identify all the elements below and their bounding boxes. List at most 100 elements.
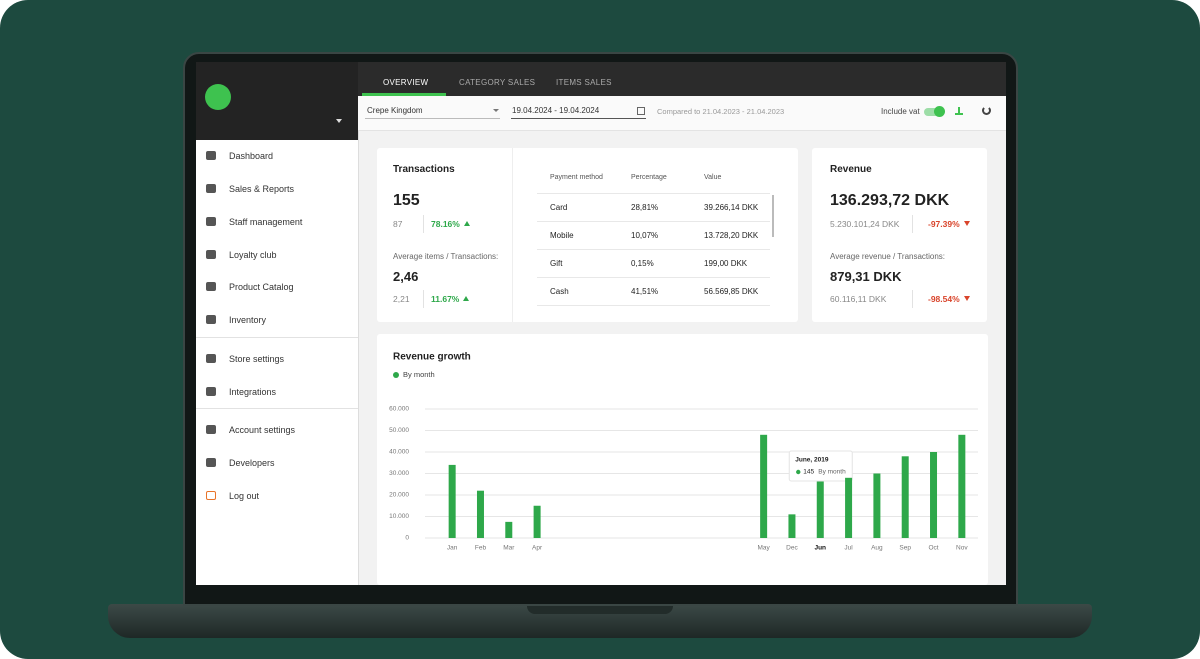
x-tick-label: Jun — [814, 545, 826, 552]
table-cell: 10,07% — [631, 231, 659, 240]
table-row-line — [537, 305, 770, 306]
table-cell: Mobile — [550, 231, 574, 240]
chart-card — [377, 334, 988, 585]
x-tick-label: Mar — [503, 545, 515, 552]
vat-label: Include vat — [881, 107, 920, 116]
vat-knob — [934, 106, 945, 117]
select-arrow — [493, 109, 499, 112]
x-tick-label: Sep — [899, 545, 911, 552]
stat-value: 155 — [393, 192, 420, 209]
card-title: Revenue — [830, 164, 872, 175]
table-row-line — [537, 277, 770, 278]
stat-divider — [423, 290, 424, 308]
download-icon[interactable] — [955, 106, 963, 115]
bar — [505, 521, 513, 538]
menu-item[interactable]: Loyalty club — [229, 250, 277, 260]
menu-icon — [206, 184, 216, 193]
bar — [845, 477, 853, 538]
stat-change: -97.39% — [928, 219, 960, 229]
menu-icon — [206, 387, 216, 396]
stat-label: Average items / Transactions: — [393, 252, 499, 261]
menu-divider — [196, 337, 358, 338]
card-divider — [512, 148, 513, 322]
stat-previous: 5.230.101,24 DKK — [830, 219, 900, 229]
date-range[interactable]: 19.04.2024 - 19.04.2024 — [512, 106, 600, 115]
y-tick-label: 0 — [405, 535, 409, 542]
bar — [788, 514, 796, 538]
bar — [930, 452, 938, 538]
tab[interactable]: CATEGORY SALES — [459, 78, 536, 87]
legend-label: By month — [403, 370, 435, 379]
table-row-line — [537, 249, 770, 250]
x-tick-label: Aug — [871, 545, 883, 552]
legend-dot — [393, 372, 399, 378]
bar — [816, 477, 824, 538]
menu-icon — [206, 458, 216, 467]
menu-item[interactable]: Inventory — [229, 315, 267, 325]
compared-label: Compared to 21.04.2023 - 21.04.2023 — [657, 107, 785, 116]
avatar[interactable] — [205, 84, 231, 110]
stat-value: 879,31 DKK — [830, 269, 902, 284]
menu-item[interactable]: Staff management — [229, 217, 303, 227]
card-title: Transactions — [393, 164, 455, 175]
x-tick-label: May — [757, 545, 770, 552]
table-cell: Gift — [550, 259, 563, 268]
select-line — [365, 118, 500, 119]
y-tick-label: 30.000 — [389, 470, 409, 477]
chart-title: Revenue growth — [393, 352, 471, 363]
menu-item[interactable]: Integrations — [229, 387, 277, 397]
change-arrow — [463, 296, 469, 301]
menu-divider — [196, 408, 358, 409]
menu-icon — [206, 282, 216, 291]
menu-item[interactable]: Developers — [229, 458, 275, 468]
menu-icon — [206, 315, 216, 324]
stat-change: -98.54% — [928, 294, 960, 304]
table-header: Value — [704, 174, 722, 181]
chart: Revenue growth By month 0 10.000 20.000 30.00… — [389, 352, 978, 552]
store-select[interactable]: Crepe Kingdom — [367, 106, 423, 115]
table-cell: 28,81% — [631, 203, 659, 212]
bar — [760, 434, 768, 538]
date-line — [511, 118, 646, 119]
menu-icon — [206, 354, 216, 363]
menu-icon — [206, 250, 216, 259]
table-row-line — [537, 193, 770, 194]
menu-item[interactable]: Dashboard — [229, 151, 274, 161]
x-tick-label: Jul — [844, 545, 853, 552]
menu-item[interactable]: Store settings — [229, 354, 285, 364]
tooltip-dot — [796, 469, 801, 475]
menu-item[interactable]: Account settings — [229, 425, 296, 435]
x-tick-label: Nov — [956, 545, 968, 552]
top-bar — [358, 62, 1006, 96]
vat-toggle[interactable] — [924, 108, 942, 116]
tab[interactable]: OVERVIEW — [383, 78, 429, 87]
table-cell: 13.728,20 DKK — [704, 231, 759, 240]
y-tick-label: 60.000 — [389, 406, 409, 413]
tab[interactable]: ITEMS SALES — [556, 78, 612, 87]
refresh-icon[interactable] — [982, 106, 991, 115]
stat-label: Average revenue / Transactions: — [830, 252, 946, 261]
menu-item[interactable]: Log out — [229, 491, 260, 501]
stat-previous: 60.116,11 DKK — [830, 294, 887, 304]
table-cell: 56.569,85 DKK — [704, 287, 759, 296]
laptop-notch — [527, 604, 673, 614]
account-dropdown[interactable] — [336, 119, 342, 123]
tooltip-value: 145 — [803, 469, 814, 476]
stat-value: 2,46 — [393, 269, 419, 284]
tooltip-series: By month — [818, 469, 846, 476]
table-cell: 39.266,14 DKK — [704, 203, 759, 212]
y-tick-label: 20.000 — [389, 492, 409, 499]
bar — [533, 505, 541, 538]
tooltip-title: June, 2019 — [795, 457, 829, 464]
table-cell: Card — [550, 203, 568, 212]
y-tick-label: 50.000 — [389, 427, 409, 434]
menu-item[interactable]: Sales & Reports — [229, 184, 295, 194]
menu-item[interactable]: Product Catalog — [229, 282, 294, 292]
stat-value: 136.293,72 DKK — [830, 192, 950, 209]
stat-divider — [423, 215, 424, 233]
table-header: Payment method — [550, 174, 603, 181]
change-arrow — [464, 221, 470, 226]
sidebar — [196, 62, 359, 585]
filter-bar — [358, 96, 1006, 131]
